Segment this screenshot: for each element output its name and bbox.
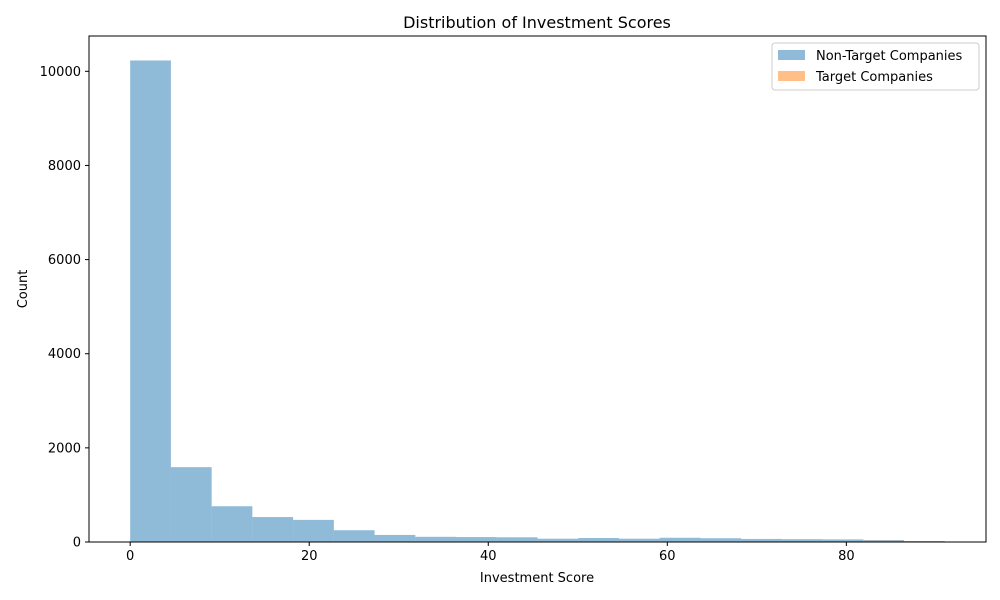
bar-series-1-bin-5 bbox=[863, 540, 905, 542]
bar-series-0-bin-17 bbox=[822, 539, 864, 542]
bar-series-0-bin-0 bbox=[130, 60, 171, 542]
y-tick-label-0: 0 bbox=[73, 536, 81, 551]
bar-series-0-bin-4 bbox=[293, 519, 334, 542]
bar-series-0-bin-10 bbox=[537, 538, 579, 542]
bar-series-0-bin-11 bbox=[578, 537, 619, 542]
bar-series-0-bin-14 bbox=[700, 538, 742, 542]
bar-series-0-bin-2 bbox=[211, 506, 253, 542]
x-axis: 0 20 40 60 80 bbox=[126, 542, 855, 564]
legend-frame bbox=[771, 42, 980, 91]
x-tick-label-1: 20 bbox=[301, 549, 318, 564]
bar-series-0-bin-3 bbox=[252, 517, 294, 542]
x-axis-label: Investment Score bbox=[480, 571, 594, 586]
y-tick-label-4: 8000 bbox=[48, 159, 81, 174]
bar-series-0-bin-9 bbox=[496, 537, 538, 542]
y-tick-label-3: 6000 bbox=[48, 253, 81, 268]
bar-series-0-bin-1 bbox=[170, 467, 212, 542]
plot-area-frame bbox=[88, 35, 987, 543]
y-tick-label-5: 10000 bbox=[40, 65, 81, 80]
bar-series-0-bin-13 bbox=[659, 537, 701, 542]
legend: Non-Target Companies Target Companies bbox=[771, 42, 980, 91]
y-axis-label: Count bbox=[16, 270, 31, 309]
legend-swatch-0 bbox=[778, 50, 805, 60]
bar-series-0-bin-16 bbox=[781, 539, 823, 542]
legend-swatch-1 bbox=[778, 71, 805, 81]
bars-group bbox=[130, 60, 945, 542]
bar-series-1-bin-4 bbox=[822, 540, 864, 542]
bar-series-0-bin-12 bbox=[618, 538, 660, 542]
x-tick-label-4: 80 bbox=[838, 549, 855, 564]
y-tick-label-2: 4000 bbox=[48, 347, 81, 362]
bar-series-0-bin-7 bbox=[415, 536, 457, 542]
x-tick-label-0: 0 bbox=[126, 549, 134, 564]
x-tick-label-2: 40 bbox=[480, 549, 497, 564]
bar-series-0-bin-6 bbox=[374, 534, 416, 542]
legend-label-1: Target Companies bbox=[815, 70, 933, 85]
bar-series-0-bin-5 bbox=[333, 530, 375, 542]
y-axis: 0 2000 4000 6000 8000 10000 bbox=[40, 65, 89, 551]
legend-label-0: Non-Target Companies bbox=[816, 49, 963, 64]
bar-series-0-bin-15 bbox=[741, 538, 782, 542]
x-tick-label-3: 60 bbox=[659, 549, 676, 564]
chart-title: Distribution of Investment Scores bbox=[403, 13, 671, 32]
y-tick-label-1: 2000 bbox=[48, 441, 81, 456]
bar-series-0-bin-8 bbox=[456, 537, 497, 542]
